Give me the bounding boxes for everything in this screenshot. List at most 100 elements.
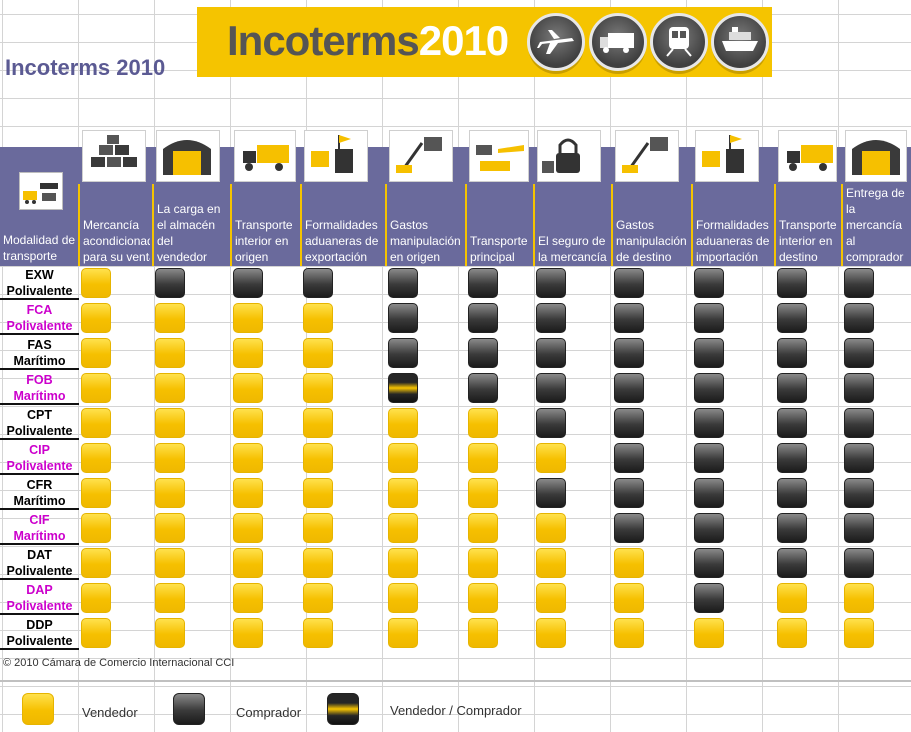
truck-icon [778,130,837,182]
column-separator [385,184,387,266]
buyer-cell [777,513,807,543]
seller-cell [155,513,185,543]
buyer-cell [388,338,418,368]
transport-mode: Marítimo [13,354,66,368]
seller-cell [303,513,333,543]
column-header: Transporte interior en origen [235,218,293,264]
seller-cell [81,583,111,613]
seller-cell [303,303,333,333]
seller-cell [536,443,566,473]
seller-cell [844,583,874,613]
column-separator [78,184,80,266]
seller-cell [155,373,185,403]
banner-title-word: Incoterms [227,17,420,64]
seller-cell [81,548,111,578]
warehouse-icon [845,130,907,182]
buyer-cell [536,478,566,508]
buyer-cell [777,338,807,368]
seller-cell [303,338,333,368]
buyer-cell [536,373,566,403]
seller-cell [233,373,263,403]
incoterm-code: FOB [26,373,53,387]
column-header: Formalidades aduaneras de importación [696,218,770,264]
buyer-cell [844,513,874,543]
train-icon [650,13,708,71]
incoterm-label: CPT Polivalente [0,406,79,440]
seller-cell [536,513,566,543]
buyer-cell [694,408,724,438]
incoterm-label: CIP Polivalente [0,441,79,475]
seller-cell [233,548,263,578]
transport-mode: Marítimo [13,389,66,403]
padlock-icon [537,130,601,182]
seller-cell [233,478,263,508]
seller-cell [155,338,185,368]
legend-shared-label: Vendedor / Comprador [390,703,522,718]
legend-seller-swatch [22,693,54,725]
incoterm-label: CIF Marítimo [0,511,79,545]
column-separator [533,184,535,266]
incoterm-code: CIP [29,443,50,457]
buyer-cell [844,443,874,473]
seller-cell [536,583,566,613]
seller-cell [388,618,418,648]
sheet-title: Incoterms 2010 [5,55,166,80]
seller-cell [233,513,263,543]
buyer-cell [468,303,498,333]
seller-cell [81,268,111,298]
column-separator [774,184,776,266]
incoterm-code: CPT [27,408,52,422]
buyer-cell [303,268,333,298]
plane-icon [527,13,585,71]
buyer-cell [844,548,874,578]
buyer-cell [614,408,644,438]
incoterm-label: FAS Marítimo [0,336,79,370]
buyer-cell [614,443,644,473]
column-separator [152,184,154,266]
buyer-cell [694,443,724,473]
seller-cell [536,618,566,648]
legend-buyer-swatch [173,693,205,725]
seller-cell [155,548,185,578]
buyer-cell [536,408,566,438]
shared-cell [388,373,418,403]
seller-cell [303,373,333,403]
buyer-cell [777,303,807,333]
seller-cell [81,408,111,438]
column-header: Entrega de la mercancía al comprador [846,186,905,264]
buyer-cell [614,478,644,508]
seller-cell [233,618,263,648]
seller-cell [694,618,724,648]
buyer-cell [844,303,874,333]
column-header: Transporte principal [470,234,528,264]
seller-cell [233,338,263,368]
incoterm-label: EXW Polivalente [0,266,79,300]
customs-flag-icon [304,130,368,182]
seller-cell [777,583,807,613]
seller-cell [614,583,644,613]
buyer-cell [155,268,185,298]
seller-cell [233,583,263,613]
seller-cell [388,583,418,613]
seller-cell [777,618,807,648]
incoterm-label: DDP Polivalente [0,616,79,650]
seller-cell [155,408,185,438]
truck-icon [234,130,296,182]
buyer-cell [844,373,874,403]
incoterm-code: FCA [26,303,53,317]
column-header: Mercancía acondicionada para su venta [83,218,150,264]
corner-label: Modalidad de transporte [3,233,76,263]
incoterm-code: EXW [25,268,54,282]
transport-mode: Polivalente [6,424,73,438]
seller-cell [303,548,333,578]
truck-icon [589,13,647,71]
incoterm-code: FAS [27,338,52,352]
buyer-cell [777,268,807,298]
seller-cell [303,478,333,508]
seller-cell [388,443,418,473]
buyer-cell [536,268,566,298]
legend [0,680,911,732]
incoterm-code: DDP [26,618,53,632]
warehouse-icon [156,130,220,182]
buyer-cell [468,338,498,368]
